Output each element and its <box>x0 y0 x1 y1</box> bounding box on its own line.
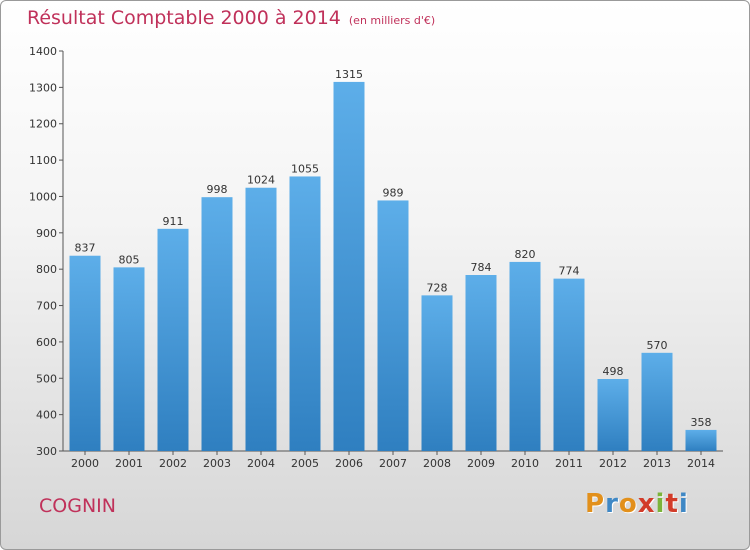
bar-2006 <box>333 81 365 451</box>
bar-2011 <box>553 278 585 451</box>
value-label-2013: 570 <box>647 339 668 352</box>
x-tick-label-2009: 2009 <box>467 457 495 470</box>
y-tick-label: 500 <box>36 372 57 385</box>
value-label-2000: 837 <box>75 242 96 255</box>
value-label-2010: 820 <box>515 248 536 261</box>
title-text: Résultat Comptable 2000 à 2014 <box>27 7 341 29</box>
y-tick-label: 1300 <box>29 81 57 94</box>
value-label-2012: 498 <box>603 365 624 378</box>
value-label-2002: 911 <box>163 215 184 228</box>
value-label-2004: 1024 <box>247 174 275 187</box>
bar-2005 <box>289 176 321 452</box>
value-label-2005: 1055 <box>291 162 319 175</box>
value-label-2014: 358 <box>691 416 712 429</box>
x-tick-label-2002: 2002 <box>159 457 187 470</box>
x-tick-label-2011: 2011 <box>555 457 583 470</box>
bar-2000 <box>69 255 101 451</box>
value-label-2003: 998 <box>207 183 228 196</box>
x-tick-label-2007: 2007 <box>379 457 407 470</box>
y-tick-label: 400 <box>36 409 57 422</box>
logo-letter: o <box>618 489 638 519</box>
bar-2012 <box>597 379 629 451</box>
y-tick-label: 300 <box>36 445 57 458</box>
bar-2014 <box>685 429 717 451</box>
x-axis: 2000 2001 2002 2003 2004 2005 2006 2007 2008 2009… <box>63 450 723 470</box>
y-tick-label: 800 <box>36 263 57 276</box>
value-label-2011: 774 <box>559 265 580 278</box>
bars: 837 805 911 998 1024 1055 1315 989 728 784 820 774 4… <box>69 68 717 452</box>
bar-2002 <box>157 228 189 451</box>
title-subtitle: (en milliers d'€) <box>348 14 436 27</box>
x-tick-label-2003: 2003 <box>203 457 231 470</box>
y-tick-label: 1200 <box>29 118 57 131</box>
value-label-2007: 989 <box>383 186 404 199</box>
bar-2009 <box>465 275 497 451</box>
y-tick-label: 900 <box>36 227 57 240</box>
commune-name: COGNIN <box>39 495 116 517</box>
x-tick-label-2005: 2005 <box>291 457 319 470</box>
y-tick-label: 1100 <box>29 154 57 167</box>
x-tick-label-2004: 2004 <box>247 457 275 470</box>
bar-2013 <box>641 352 673 451</box>
x-tick-label-2012: 2012 <box>599 457 627 470</box>
value-label-2008: 728 <box>427 281 448 294</box>
logo-letter: x <box>637 489 656 519</box>
x-tick-label-2000: 2000 <box>71 457 99 470</box>
logo-letter: i <box>655 489 666 519</box>
value-label-2006: 1315 <box>335 68 363 81</box>
bar-2007 <box>377 200 409 451</box>
value-label-2001: 805 <box>119 253 140 266</box>
x-tick-label-2010: 2010 <box>511 457 539 470</box>
logo-letter: r <box>605 489 619 519</box>
x-tick-label-2008: 2008 <box>423 457 451 470</box>
y-axis: 300 400 500 600 700 800 900 1000 1100 1200 1300 140… <box>29 45 64 458</box>
bar-2003 <box>201 197 233 451</box>
bar-2008 <box>421 295 453 451</box>
y-tick-label: 1000 <box>29 190 57 203</box>
y-tick-label: 600 <box>36 336 57 349</box>
logo-letter: i <box>678 489 689 519</box>
x-tick-label-2001: 2001 <box>115 457 143 470</box>
proxiti-logo: Proxiti <box>585 489 689 519</box>
logo-letter: P <box>585 489 606 519</box>
chart-title: Résultat Comptable 2000 à 2014 (en millie… <box>27 7 435 29</box>
x-tick-label-2013: 2013 <box>643 457 671 470</box>
x-tick-label-2006: 2006 <box>335 457 363 470</box>
logo-letter: t <box>665 489 679 519</box>
y-tick-label: 700 <box>36 300 57 313</box>
bar-2001 <box>113 267 145 451</box>
bar-2010 <box>509 261 541 451</box>
bar-2004 <box>245 187 277 451</box>
x-tick-label-2014: 2014 <box>687 457 715 470</box>
value-label-2009: 784 <box>471 261 492 274</box>
y-tick-label: 1400 <box>29 45 57 58</box>
